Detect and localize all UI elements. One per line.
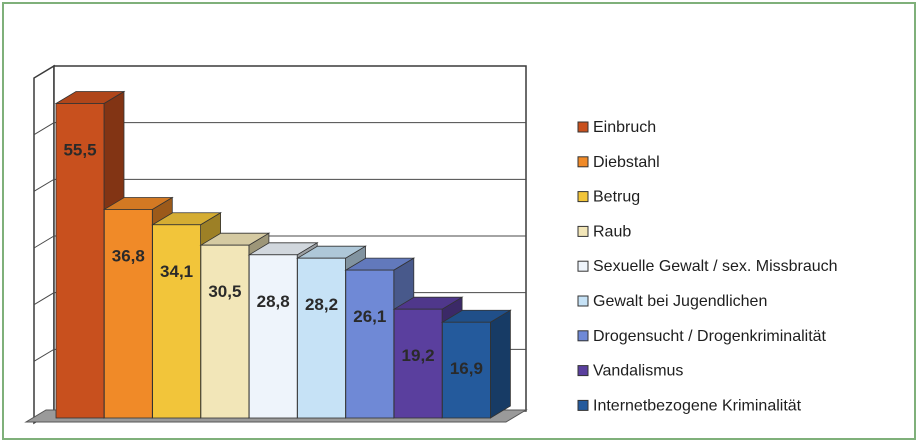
legend-swatch [577, 295, 589, 307]
data-label: 55,5 [63, 141, 96, 160]
legend-label: Drogensucht / Drogenkriminalität [593, 328, 827, 345]
bar-front [152, 224, 202, 419]
data-label: 16,9 [450, 359, 483, 378]
data-labels: 55,5 36,8 34,1 30,5 28,8 28,2 26,1 19,2 16,9 [63, 141, 482, 379]
legend-item: Sexuelle Gewalt / sex. Missbrauch [577, 258, 838, 275]
legend-label: Betrug [593, 189, 640, 206]
legend-swatch [577, 399, 589, 411]
legend-label: Internetbezogene Kriminalität [593, 397, 802, 414]
bar-9 [440, 309, 512, 419]
legend: Einbruch Diebstahl Betrug Raub Sexuelle Gewa… [577, 119, 838, 414]
legend-item: Raub [577, 223, 631, 240]
legend-swatch [577, 191, 589, 203]
data-label: 28,2 [305, 295, 338, 314]
gridline [33, 122, 526, 136]
data-label: 30,5 [208, 282, 241, 301]
bar-front [248, 254, 298, 419]
legend-label: Gewalt bei Jugendlichen [593, 293, 767, 310]
bar-side [489, 309, 511, 419]
legend-swatch [577, 330, 589, 342]
data-label: 36,8 [112, 246, 145, 265]
bar-front [200, 244, 250, 419]
bar-front [297, 257, 346, 419]
data-label: 19,2 [402, 346, 435, 365]
bar-front [393, 308, 443, 419]
data-label: 26,1 [353, 307, 386, 326]
data-label: 34,1 [160, 262, 193, 281]
legend-label: Raub [593, 223, 631, 240]
bar-front [441, 321, 491, 419]
legend-item: Vandalismus [577, 363, 683, 380]
gridline [33, 178, 526, 192]
legend-swatch [577, 225, 589, 237]
legend-item: Einbruch [577, 119, 656, 136]
legend-label: Diebstahl [593, 154, 660, 171]
legend-item: Diebstahl [577, 154, 660, 171]
legend-item: Gewalt bei Jugendlichen [577, 293, 767, 310]
legend-label: Einbruch [593, 119, 656, 136]
legend-label: Vandalismus [593, 363, 683, 380]
gridline [33, 235, 526, 249]
legend-swatch [577, 260, 589, 272]
bar-front [345, 269, 395, 419]
legend-swatch [577, 121, 589, 133]
legend-swatch [577, 365, 589, 377]
bars [54, 90, 512, 419]
legend-item: Betrug [577, 189, 640, 206]
legend-item: Drogensucht / Drogenkriminalität [577, 328, 827, 345]
legend-swatch [577, 156, 589, 168]
bar-front [55, 103, 105, 419]
side-wall [33, 64, 55, 425]
legend-label: Sexuelle Gewalt / sex. Missbrauch [593, 258, 838, 275]
legend-item: Internetbezogene Kriminalität [577, 397, 802, 414]
data-label: 28,8 [257, 292, 290, 311]
bar-front [103, 209, 153, 419]
